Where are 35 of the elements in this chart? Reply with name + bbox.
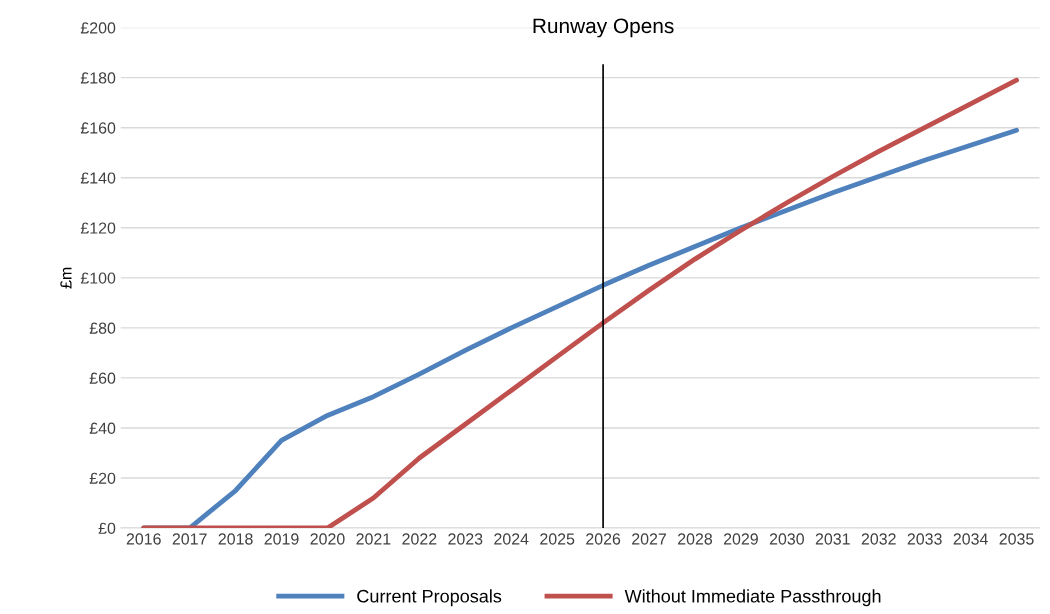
x-tick-label: 2019 [264,533,299,545]
legend-label: Current Proposals [357,589,502,607]
x-tick-label: 2016 [126,533,161,545]
y-axis-title: £m [60,267,72,289]
y-tick-label: £140 [80,172,116,184]
y-tick-label: £160 [80,122,116,134]
x-tick-label: 2022 [402,533,437,545]
y-tick-label: £60 [89,372,116,384]
ref-line-label: Runway Opens [533,18,674,38]
x-tick-label: 2020 [310,533,345,545]
x-tick-label: 2018 [218,533,253,545]
y-tick-label: £20 [89,472,116,484]
y-tick-label: £80 [89,322,116,334]
x-tick-label: 2033 [907,533,942,545]
y-tick-label: £200 [80,22,116,34]
x-tick-label: 2017 [172,533,207,545]
x-tick-label: 2027 [632,533,666,545]
y-tick-label: £40 [89,422,116,434]
x-tick-label: 2021 [356,533,391,545]
x-tick-label: 2028 [678,533,713,545]
x-tick-label: 2025 [540,533,575,545]
x-tick-label: 2035 [999,533,1034,545]
y-tick-label: £180 [80,72,116,84]
x-tick-label: 2026 [586,533,621,545]
x-tick-label: 2032 [861,533,896,545]
x-tick-label: 2029 [723,533,758,545]
x-tick-label: 2030 [769,533,804,545]
x-tick-label: 2023 [448,533,483,545]
y-tick-label: £120 [80,222,116,234]
y-tick-label: £0 [98,522,116,534]
x-tick-label: 2031 [815,533,850,545]
legend-label: Without Immediate Passthrough [624,589,881,607]
y-tick-label: £100 [80,272,116,284]
x-tick-label: 2024 [494,533,529,545]
x-tick-label: 2034 [953,533,988,545]
